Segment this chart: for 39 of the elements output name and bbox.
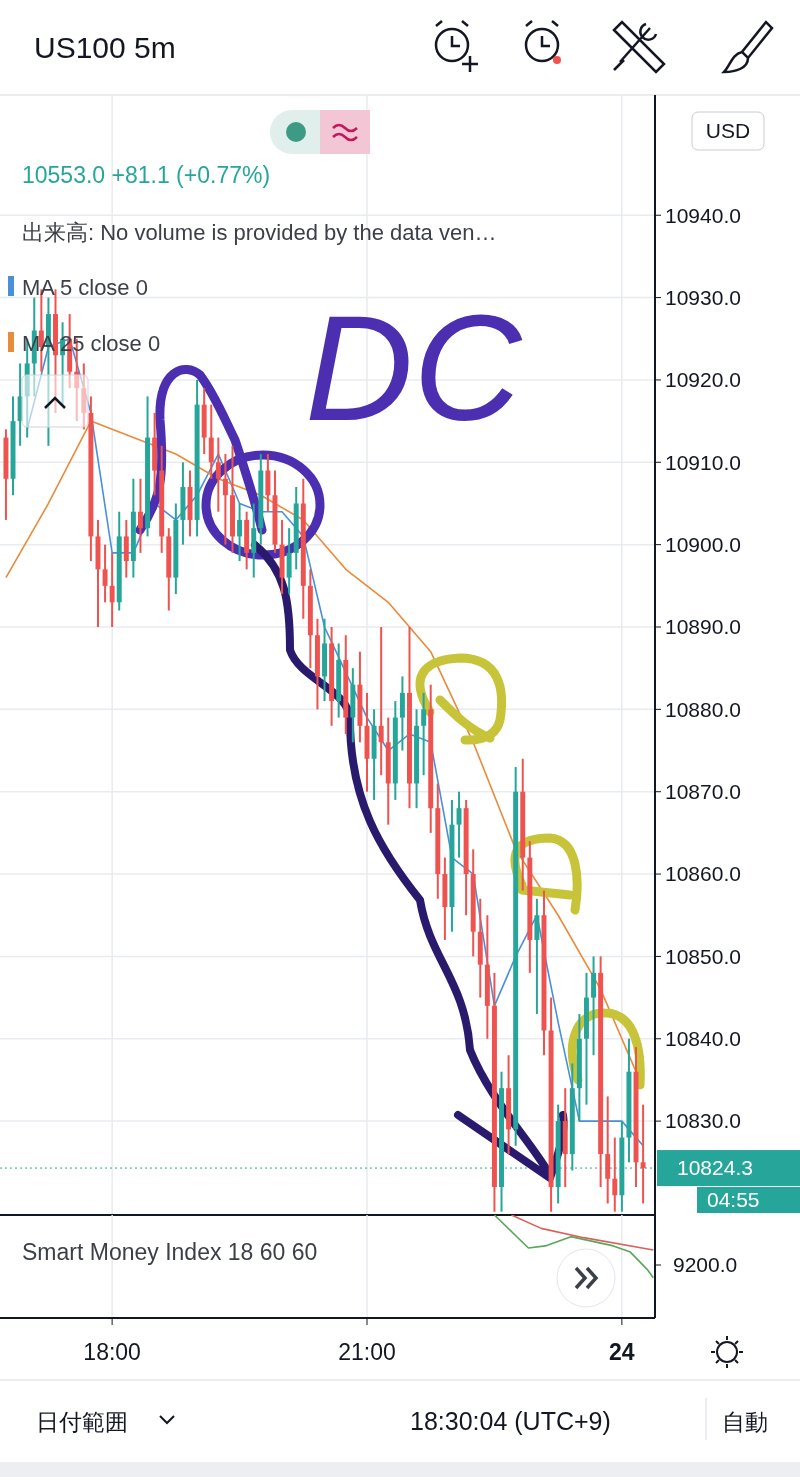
x-tick-label: 21:00	[338, 1339, 396, 1365]
text: 9200.0	[673, 1253, 738, 1277]
x-tick-label: 18:00	[83, 1339, 141, 1365]
y-tick-label: 10880.0	[665, 697, 741, 721]
y-tick-label: 10930.0	[665, 285, 741, 309]
y-tick-label: 10850.0	[665, 944, 741, 968]
candlestick	[137, 477, 143, 554]
candlestick	[640, 1103, 646, 1205]
annotation: DC	[305, 284, 524, 452]
candlestick	[421, 691, 427, 777]
annotation: 出来高: No volume is provided by the data ven…	[22, 220, 497, 245]
candlestick	[237, 502, 243, 563]
y-tick-label: 10940.0	[665, 203, 741, 227]
legend-label: MA 5 close 0	[22, 275, 148, 300]
y-tick-label: 10840.0	[665, 1027, 741, 1051]
candlestick	[215, 436, 221, 513]
candlestick	[222, 453, 228, 546]
text: 自動	[722, 1409, 768, 1435]
candlestick	[102, 543, 108, 604]
text: 18:30:04 (UTC+9)	[410, 1407, 611, 1435]
y-tick-label: 10890.0	[665, 615, 741, 639]
x-tick-label: 24	[609, 1339, 635, 1365]
text: Smart Money Index 18 60 60	[22, 1239, 318, 1265]
text: 10553.0 +81.1 (+0.77%)	[22, 162, 271, 188]
y-tick-label: 10900.0	[665, 533, 741, 556]
y-tick-label: 10830.0	[665, 1109, 741, 1133]
candlestick	[378, 626, 384, 777]
candlestick	[612, 1136, 618, 1213]
y-tick-label: 10920.0	[665, 368, 741, 392]
candlestick	[109, 551, 115, 628]
y-tick-label: 10870.0	[665, 780, 741, 804]
chart-title: US100 5m	[34, 31, 176, 64]
y-tick-label: 10910.0	[665, 450, 741, 474]
text: 日付範囲	[36, 1409, 128, 1435]
text: 04:55	[707, 1188, 760, 1211]
ref-line-label: 10824.3	[677, 1156, 753, 1180]
text: USD	[705, 119, 751, 143]
candlestick	[456, 790, 462, 859]
y-tick-label: 10860.0	[665, 862, 741, 886]
